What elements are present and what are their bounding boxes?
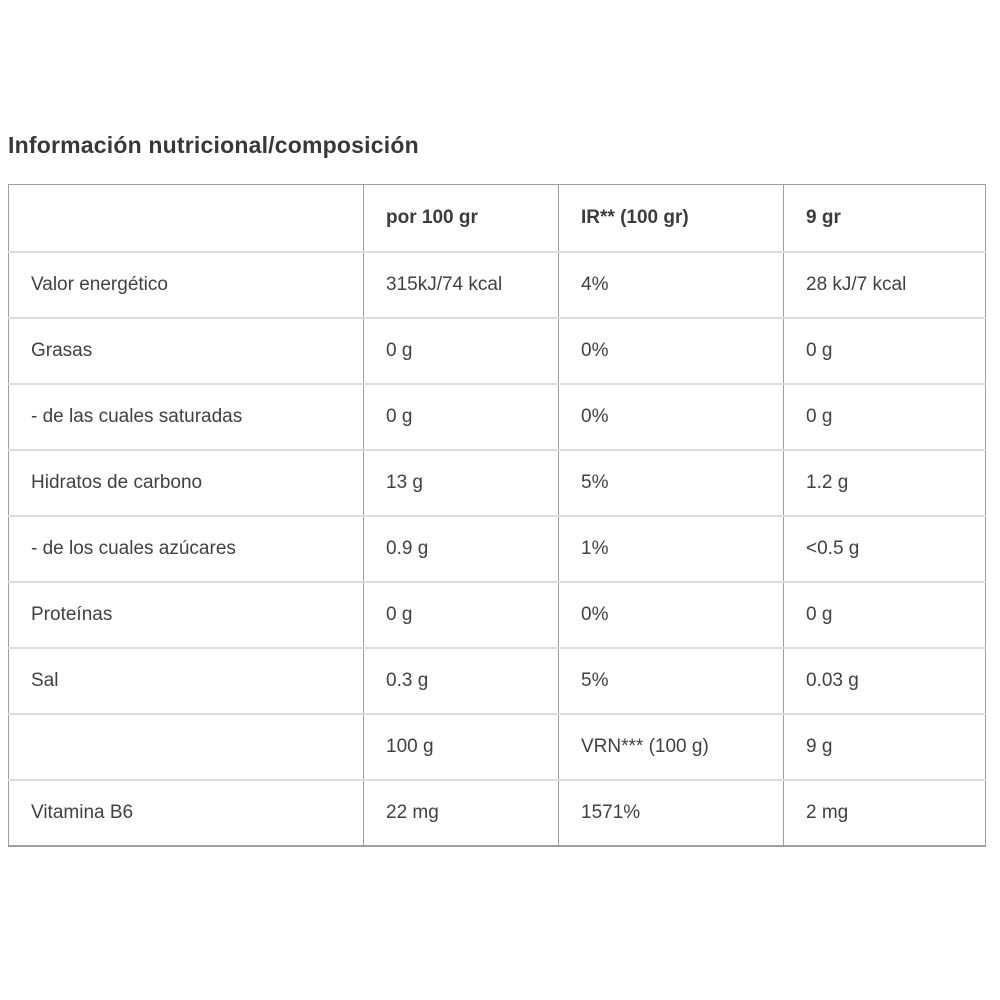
table-row: - de los cuales azúcares 0.9 g 1% <0.5 g: [8, 514, 986, 582]
row-per100: 22 mg: [363, 778, 559, 846]
row-ir: VRN*** (100 g): [558, 712, 784, 780]
row-label: Valor energético: [8, 250, 364, 318]
column-header-per9: 9 gr: [783, 184, 986, 252]
table-row: - de las cuales saturadas 0 g 0% 0 g: [8, 382, 986, 450]
table-row: Vitamina B6 22 mg 1571% 2 mg: [8, 778, 986, 846]
row-ir: 0%: [558, 382, 784, 450]
row-label: - de los cuales azúcares: [8, 514, 364, 582]
page-title: Información nutricional/composición: [8, 132, 419, 158]
row-ir: 4%: [558, 250, 784, 318]
row-per100: 0 g: [363, 316, 559, 384]
row-per9: 0.03 g: [783, 646, 986, 714]
row-per100: 13 g: [363, 448, 559, 516]
row-label: - de las cuales saturadas: [8, 382, 364, 450]
row-per9: 9 g: [783, 712, 986, 780]
table-row: Hidratos de carbono 13 g 5% 1.2 g: [8, 448, 986, 516]
row-ir: 0%: [558, 580, 784, 648]
row-per100: 315kJ/74 kcal: [363, 250, 559, 318]
row-per9: 1.2 g: [783, 448, 986, 516]
row-ir: 1%: [558, 514, 784, 582]
row-ir: 5%: [558, 646, 784, 714]
row-label: [8, 712, 364, 780]
row-per9: 0 g: [783, 316, 986, 384]
row-label: Vitamina B6: [8, 778, 364, 846]
row-label: Sal: [8, 646, 364, 714]
column-header-ir: IR** (100 gr): [558, 184, 784, 252]
row-ir: 5%: [558, 448, 784, 516]
row-per100: 0 g: [363, 382, 559, 450]
row-label: Proteínas: [8, 580, 364, 648]
table-row: Sal 0.3 g 5% 0.03 g: [8, 646, 986, 714]
row-per100: 0 g: [363, 580, 559, 648]
row-per9: <0.5 g: [783, 514, 986, 582]
row-per9: 28 kJ/7 kcal: [783, 250, 986, 318]
column-header-per100: por 100 gr: [363, 184, 559, 252]
column-header-empty: [9, 185, 364, 252]
table-row: 100 g VRN*** (100 g) 9 g: [8, 712, 986, 780]
row-per100: 0.9 g: [363, 514, 559, 582]
table-header-row: por 100 gr IR** (100 gr) 9 gr: [9, 184, 986, 252]
row-per9: 0 g: [783, 382, 986, 450]
row-per9: 0 g: [783, 580, 986, 648]
row-ir: 1571%: [558, 778, 784, 846]
table-row: Valor energético 315kJ/74 kcal 4% 28 kJ/…: [8, 250, 986, 318]
row-per9: 2 mg: [783, 778, 986, 846]
row-per100: 100 g: [363, 712, 559, 780]
row-ir: 0%: [558, 316, 784, 384]
row-label: Grasas: [8, 316, 364, 384]
row-label: Hidratos de carbono: [8, 448, 364, 516]
table-row: Proteínas 0 g 0% 0 g: [8, 580, 986, 648]
table-row: Grasas 0 g 0% 0 g: [8, 316, 986, 384]
row-per100: 0.3 g: [363, 646, 559, 714]
nutrition-table: por 100 gr IR** (100 gr) 9 gr Valor ener…: [8, 184, 986, 847]
